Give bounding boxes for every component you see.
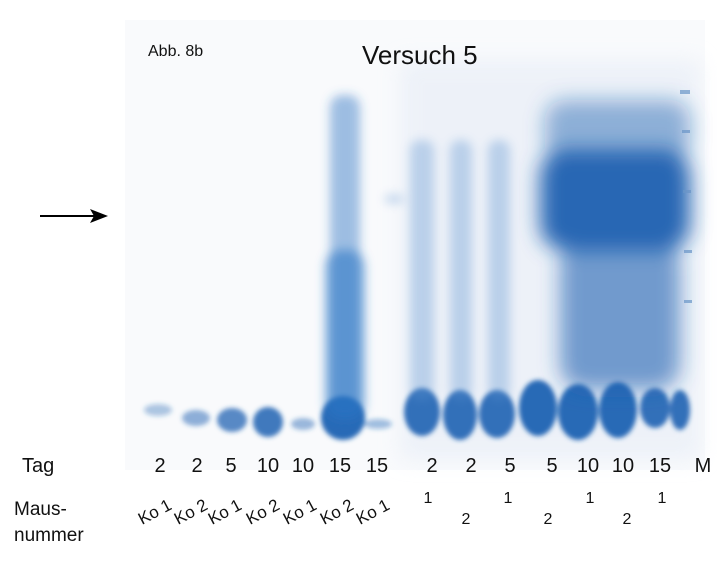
day: 10	[257, 455, 279, 477]
mouse: Ko 1	[135, 495, 175, 528]
day: 15	[366, 455, 388, 477]
mouse: Ko 2	[317, 495, 357, 528]
day: 2	[465, 455, 476, 477]
day-label: Tag	[22, 455, 54, 477]
day: 2	[426, 455, 437, 477]
figure-label: Abb. 8b	[148, 43, 203, 60]
mouse: 2	[544, 511, 553, 528]
mouse: Ko 1	[205, 495, 245, 528]
day: 2	[191, 455, 202, 477]
day: 15	[329, 455, 351, 477]
mouse: 2	[462, 511, 471, 528]
day: 10	[292, 455, 314, 477]
day: 10	[612, 455, 634, 477]
day: 2	[154, 455, 165, 477]
day: 10	[577, 455, 599, 477]
mouse: 2	[623, 511, 632, 528]
mouse: Ko 1	[353, 495, 393, 528]
gel	[125, 20, 705, 470]
mouse: 1	[586, 490, 595, 507]
mouse-label: Maus-	[14, 499, 67, 520]
arrow	[40, 209, 108, 223]
mouse: Ko 1	[280, 495, 320, 528]
title: Versuch 5	[362, 40, 478, 70]
day: M	[695, 455, 712, 477]
day: 5	[504, 455, 515, 477]
mouse: 1	[658, 490, 667, 507]
day: 15	[649, 455, 671, 477]
mouse-label: nummer	[14, 525, 84, 546]
day: 5	[225, 455, 236, 477]
day: 5	[546, 455, 557, 477]
mouse: 1	[504, 490, 513, 507]
mouse: 1	[424, 490, 433, 507]
mouse: Ko 2	[243, 495, 283, 528]
